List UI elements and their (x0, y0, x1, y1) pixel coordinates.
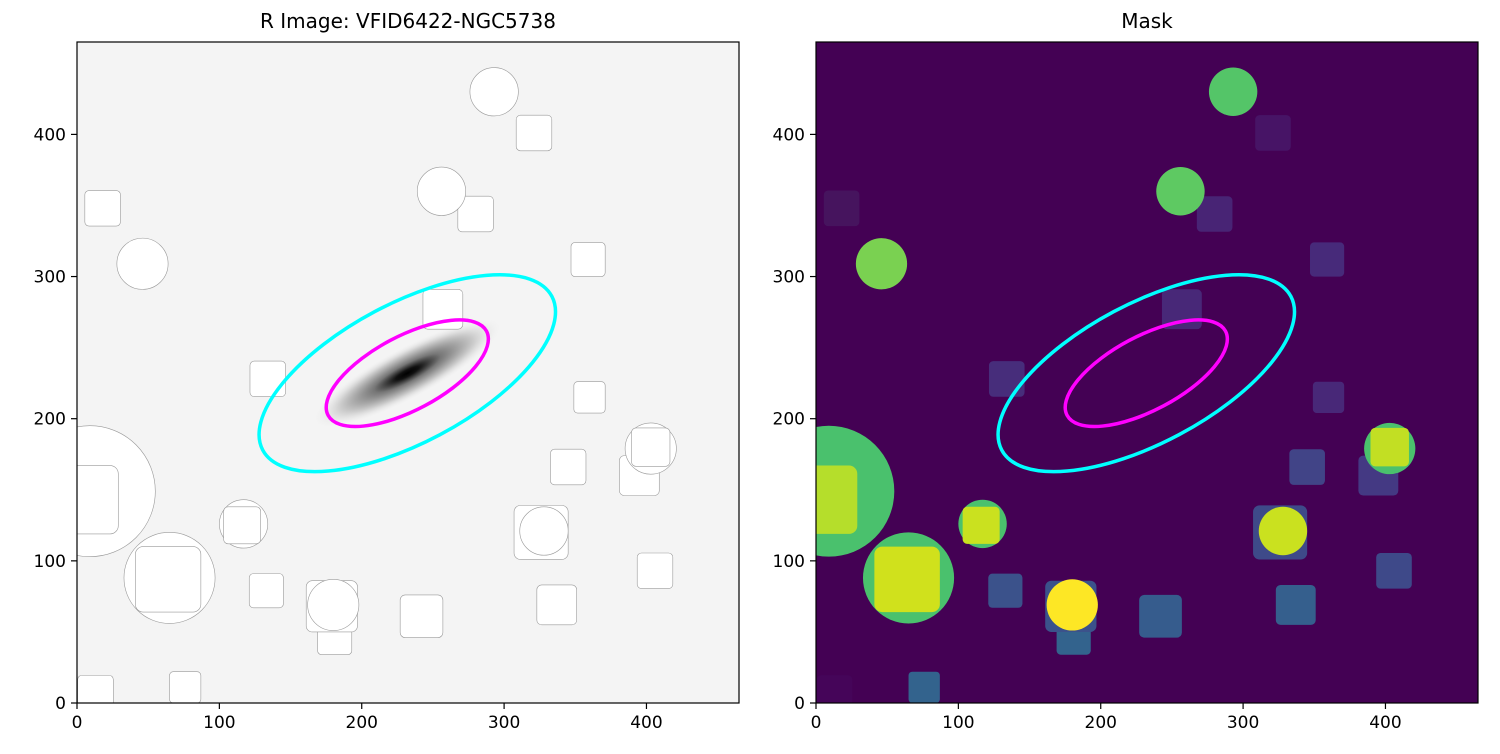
y-tick-label: 100 (773, 552, 805, 572)
mask-region-square (1275, 584, 1316, 625)
mask-region-square (816, 675, 853, 703)
mask-region-circle (469, 67, 519, 117)
mask-region-circle (416, 166, 466, 216)
y-tick-label: 400 (773, 125, 805, 145)
mask-region-square (1310, 242, 1345, 277)
mask-region-square (135, 546, 202, 613)
mask-region-square (962, 506, 1000, 544)
axes-frame (76, 41, 740, 704)
aperture-ellipse (1063, 318, 1230, 429)
mask-region-square (1289, 449, 1325, 485)
x-tick-label: 300 (488, 713, 520, 733)
mask-region-circle (1156, 167, 1205, 216)
mask-region-circle (855, 238, 908, 290)
y-tick-label: 100 (34, 552, 66, 572)
x-tick-label: 200 (1085, 713, 1117, 733)
mask-region-circle (1258, 506, 1308, 556)
mask-region-square (631, 427, 671, 467)
image-area (77, 42, 739, 703)
mask-region-circle (1208, 67, 1258, 116)
mask-title: Mask (1121, 9, 1173, 33)
mask-region-square (84, 190, 121, 227)
mask-region-square (570, 242, 606, 277)
y-tick-label: 200 (773, 410, 805, 430)
mask-region-square (1196, 196, 1233, 232)
y-tick-label: 300 (34, 268, 66, 288)
mask-region-circle (519, 506, 569, 556)
r-image-panel: R Image: VFID6422-NGC5738 0 100 200 300 400 0… (34, 9, 740, 733)
mask-region-square (1370, 427, 1409, 467)
x-tick-label: 100 (942, 713, 974, 733)
x-tick-label: 300 (1227, 713, 1259, 733)
x-tick-label: 400 (1369, 713, 1401, 733)
mask-region-square (908, 671, 940, 703)
mask-region-square (988, 361, 1025, 397)
mask-region-circle (1046, 579, 1098, 631)
mask-region-square (248, 573, 284, 609)
mask-region-square (536, 584, 578, 626)
axes-frame (815, 41, 1479, 704)
aperture-ellipse (257, 273, 558, 474)
mask-region-square (77, 674, 114, 703)
y-tick-label: 200 (34, 410, 66, 430)
mask-region-square (816, 465, 858, 534)
mask-region-square (169, 671, 202, 703)
mask-region-square (77, 465, 119, 535)
mask-region-square (1312, 381, 1345, 414)
aperture-ellipse (996, 273, 1297, 474)
mask-panel: Mask 0 100 200 300 400 0 100 200 300 400 (773, 9, 1479, 733)
x-tick-label: 400 (630, 713, 662, 733)
mask-region-square (223, 506, 261, 545)
mask-region-square (1255, 115, 1291, 151)
y-tick-label: 300 (773, 268, 805, 288)
x-tick-label: 200 (346, 713, 378, 733)
mask-region-square (515, 114, 553, 152)
mask-region-circle (116, 237, 169, 290)
aperture-ellipse (324, 318, 491, 429)
mask-region-square (573, 381, 606, 414)
mask-region-square (457, 195, 494, 233)
mask-region-square (988, 573, 1023, 608)
r-image-title: R Image: VFID6422-NGC5738 (260, 9, 556, 33)
y-tick-label: 0 (55, 694, 66, 714)
mask-region-square (249, 360, 286, 397)
y-tick-label: 0 (794, 694, 805, 714)
x-tick-label: 0 (72, 713, 83, 733)
image-area (816, 42, 1478, 703)
mask-region-square (399, 594, 444, 638)
mask-region-square (636, 552, 674, 589)
mask-region-square (1139, 594, 1182, 638)
x-tick-label: 0 (811, 713, 822, 733)
mask-region-circle (307, 578, 360, 631)
y-tick-label: 400 (34, 125, 66, 145)
mask-region-square (823, 190, 860, 227)
mask-region-square (874, 546, 940, 613)
x-tick-label: 100 (203, 713, 235, 733)
galaxy (312, 318, 503, 429)
mask-region-square (1376, 553, 1412, 589)
mask-region-square (550, 448, 587, 486)
